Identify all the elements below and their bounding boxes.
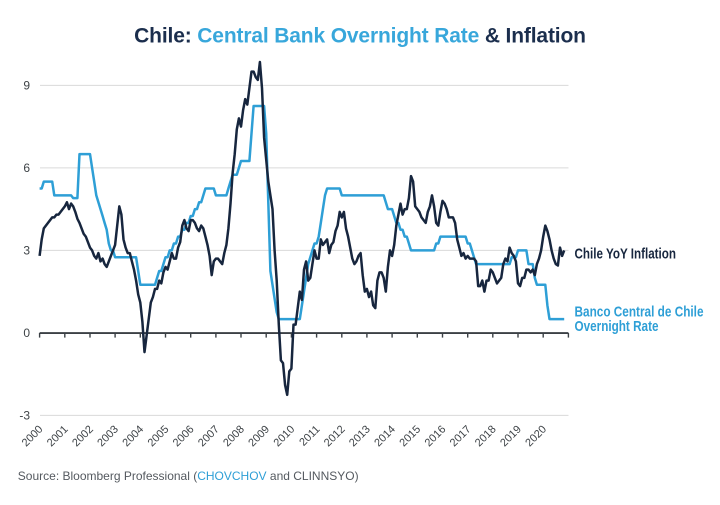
svg-text:Chile: Central Bank Overnight: Chile: Central Bank Overnight Rate & Inf…: [134, 25, 586, 48]
svg-text:6: 6: [23, 161, 30, 175]
svg-text:Source: Bloomberg Professional: Source: Bloomberg Professional (CHOVCHOV…: [18, 469, 359, 483]
svg-text:9: 9: [23, 79, 30, 93]
svg-text:Banco Central de Chile: Banco Central de Chile: [575, 303, 704, 320]
svg-text:3: 3: [23, 244, 30, 258]
svg-text:0: 0: [23, 326, 30, 340]
svg-text:Overnight Rate: Overnight Rate: [575, 318, 659, 335]
svg-text:Chile YoY Inflation: Chile YoY Inflation: [575, 245, 677, 262]
svg-text:-3: -3: [19, 409, 30, 423]
